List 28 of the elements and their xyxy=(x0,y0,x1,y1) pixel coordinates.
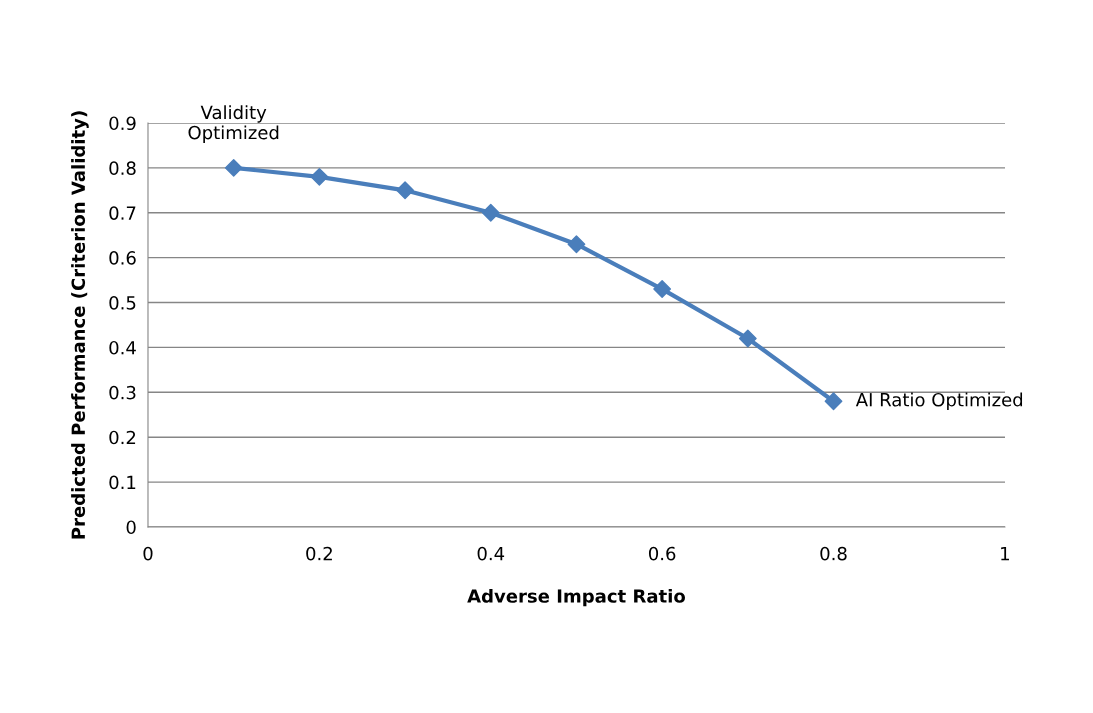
x-tick-label: 1 xyxy=(1001,546,1009,561)
x-axis-title: Adverse Impact Ratio xyxy=(467,588,686,607)
y-tick-label: 0.1 xyxy=(109,475,136,490)
y-tick-label: 0.4 xyxy=(109,340,136,355)
y-tick-label: 0.9 xyxy=(109,116,136,131)
y-tick-label: 0.7 xyxy=(109,206,136,220)
point xyxy=(567,235,586,254)
y-tick-label: 0.8 xyxy=(109,161,136,175)
y-axis-title: Predicted Performance (Criterion Validity) xyxy=(71,111,89,539)
x-tick-label: 0.2 xyxy=(306,546,332,561)
y-tick-label: 0.6 xyxy=(109,251,136,265)
point xyxy=(396,181,414,200)
point xyxy=(481,203,500,222)
point xyxy=(310,167,329,186)
annotation: AI Ratio Optimized xyxy=(855,392,1023,411)
x-tick-label: 0.4 xyxy=(477,546,505,561)
y-tick-label: 0.5 xyxy=(109,296,136,310)
y-tick-label: 0 xyxy=(126,520,136,535)
point xyxy=(653,280,672,298)
point xyxy=(224,158,243,177)
x-tick-label: 0.8 xyxy=(820,546,847,561)
point xyxy=(824,392,843,411)
x-tick-label: 0.6 xyxy=(648,546,676,561)
annotation: Validity Optimized xyxy=(188,105,279,143)
y-tick-label: 0.3 xyxy=(109,385,136,400)
point xyxy=(738,329,757,348)
x-tick-label: 0 xyxy=(143,546,153,561)
y-tick-label: 0.2 xyxy=(109,430,136,445)
